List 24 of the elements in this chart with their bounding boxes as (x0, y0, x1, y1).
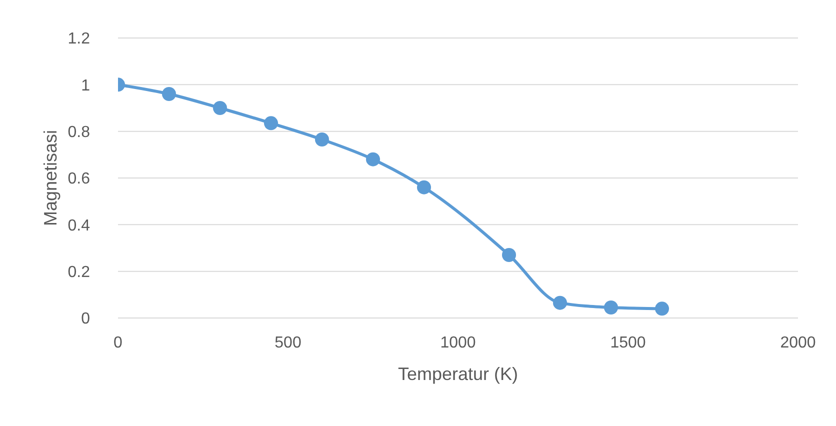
x-tick-label: 1000 (440, 334, 476, 352)
x-tick-label: 2000 (780, 334, 816, 352)
y-tick-label: 0.8 (68, 124, 90, 142)
x-axis-title: Temperatur (K) (398, 364, 518, 384)
x-tick-label: 0 (114, 334, 123, 352)
y-tick-label: 0 (81, 310, 90, 328)
point (604, 300, 618, 314)
point (502, 248, 516, 262)
point (417, 180, 431, 194)
point (213, 101, 227, 115)
y-tick-label: 1.2 (68, 30, 90, 48)
point (553, 296, 567, 310)
point (162, 87, 176, 101)
y-tick-label: 0.6 (68, 170, 90, 188)
y-axis-title: Magnetisasi (40, 130, 60, 226)
x-tick-label: 500 (274, 334, 302, 352)
point (264, 116, 278, 130)
point (366, 152, 380, 166)
x-tick-label: 1500 (610, 334, 646, 352)
point (655, 302, 669, 316)
y-tick-label: 1 (81, 77, 90, 94)
y-tick-label: 0.2 (68, 264, 90, 282)
point (315, 132, 329, 146)
y-tick-label: 0.4 (68, 217, 90, 234)
